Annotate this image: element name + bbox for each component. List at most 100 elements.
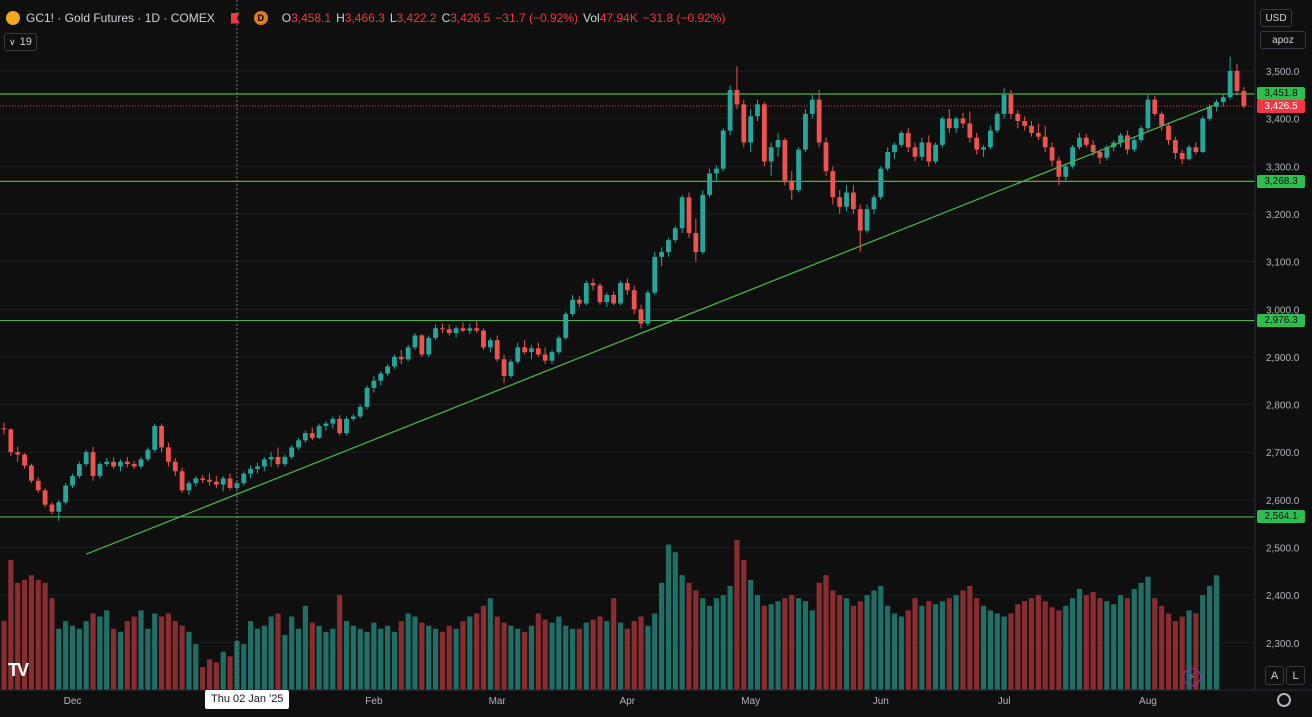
candle-body <box>919 142 925 157</box>
currency-button[interactable]: USD <box>1260 9 1292 27</box>
candle-body <box>1097 152 1103 158</box>
volume-bar <box>878 585 884 690</box>
candle-body <box>70 476 75 486</box>
volume-bar <box>337 595 343 690</box>
volume-bar <box>35 579 41 690</box>
level-price-label: 2,976.3 <box>1257 314 1305 328</box>
volume-bar <box>268 616 274 690</box>
volume-bar <box>569 628 576 690</box>
candle-body <box>782 140 788 181</box>
symbol-title[interactable]: GC1! · Gold Futures · 1D · COMEX <box>26 11 215 25</box>
candle-body <box>22 454 27 466</box>
candle-body <box>960 118 966 124</box>
volume-label: Vol <box>583 11 600 25</box>
candle-body <box>467 328 473 331</box>
volume-bar <box>357 628 363 690</box>
volume-bar <box>1015 604 1021 690</box>
candle-body <box>556 337 562 353</box>
volume-bar <box>419 622 425 690</box>
candle-body <box>1035 132 1041 137</box>
candle-body <box>220 478 226 485</box>
volume-bar <box>1 621 7 690</box>
candle-body <box>1193 147 1199 153</box>
volume-bar <box>8 559 14 690</box>
candle-body <box>700 194 706 253</box>
price-tick-label: 2,700.0 <box>1266 448 1300 459</box>
candle-body <box>29 465 34 481</box>
candle-body <box>193 478 199 484</box>
volume-bar <box>1008 613 1014 690</box>
lightning-icon[interactable]: ⚡ <box>1183 668 1201 686</box>
auto-scale-button[interactable]: A <box>1265 666 1284 685</box>
price-tick-label: 3,400.0 <box>1266 115 1300 126</box>
volume-bar <box>186 631 192 690</box>
indicators-toggle-button[interactable]: ∨ 19 <box>4 33 37 51</box>
volume-bar <box>830 590 836 690</box>
trendline[interactable] <box>85 103 1217 555</box>
candle-body <box>809 99 815 114</box>
candle-body <box>522 347 527 353</box>
volume-bar <box>1111 604 1117 690</box>
volume-bar <box>706 605 713 690</box>
candle-body <box>474 328 480 331</box>
volume-bar <box>131 616 137 690</box>
flag-icon[interactable] <box>230 12 240 24</box>
volume-bar <box>241 644 247 690</box>
candle-body <box>378 373 384 381</box>
candle-body <box>433 328 438 338</box>
candle-body <box>494 340 500 360</box>
volume-bar <box>974 598 980 690</box>
gear-icon[interactable] <box>1277 693 1291 707</box>
volume-bar <box>508 625 514 690</box>
candle-body <box>720 130 726 169</box>
volume-bar <box>193 644 199 690</box>
candle-body <box>1104 147 1110 158</box>
candle-body <box>268 456 274 460</box>
log-scale-button[interactable]: L <box>1286 666 1305 685</box>
candle-body <box>124 461 130 465</box>
candle-body <box>481 330 486 348</box>
level-price-label: 3,268.3 <box>1257 174 1305 188</box>
candle-body <box>131 464 137 467</box>
volume-bar <box>124 621 130 690</box>
volume-bar <box>768 604 774 690</box>
candle-body <box>1172 140 1178 153</box>
volume-bar <box>1207 585 1213 690</box>
candle-body <box>152 425 158 450</box>
volume-bar <box>802 601 809 690</box>
price-change: −31.7 (−0.92%) <box>495 11 579 25</box>
volume-bar <box>1152 598 1158 690</box>
volume-bar <box>179 625 185 690</box>
volume-bar <box>453 628 459 690</box>
volume-bar <box>1138 582 1144 690</box>
candle-body <box>741 104 747 143</box>
horizontal-levels[interactable] <box>0 93 1255 518</box>
price-tick-label: 3,500.0 <box>1266 67 1300 78</box>
volume-bar <box>385 625 391 690</box>
time-tick-label: Apr <box>620 696 636 707</box>
volume-value: 47.94K <box>599 11 638 25</box>
volume-bar <box>378 628 384 690</box>
volume-bar <box>1070 598 1076 690</box>
candle-body <box>1083 137 1089 145</box>
dividend-badge[interactable]: D <box>253 11 268 25</box>
candle-body <box>597 285 603 303</box>
tradingview-logo[interactable]: TV <box>8 660 29 680</box>
volume-bar <box>220 651 226 690</box>
candle-body <box>734 90 740 105</box>
candle-body <box>207 479 212 482</box>
volume-bar <box>885 605 891 690</box>
volume-bar <box>1117 595 1124 690</box>
candle-body <box>1008 94 1014 114</box>
volume-bar <box>200 667 206 690</box>
scale-mode-button[interactable]: apoz <box>1260 31 1306 49</box>
open-value: 3,458.1 <box>291 11 332 25</box>
volume-bar <box>816 582 822 690</box>
candle-body <box>166 447 171 462</box>
candle-body <box>42 490 48 505</box>
candle-body <box>1001 94 1007 114</box>
price-tick-label: 2,300.0 <box>1266 639 1300 650</box>
candle-body <box>118 461 123 467</box>
time-tick-label: Dec <box>64 696 82 707</box>
